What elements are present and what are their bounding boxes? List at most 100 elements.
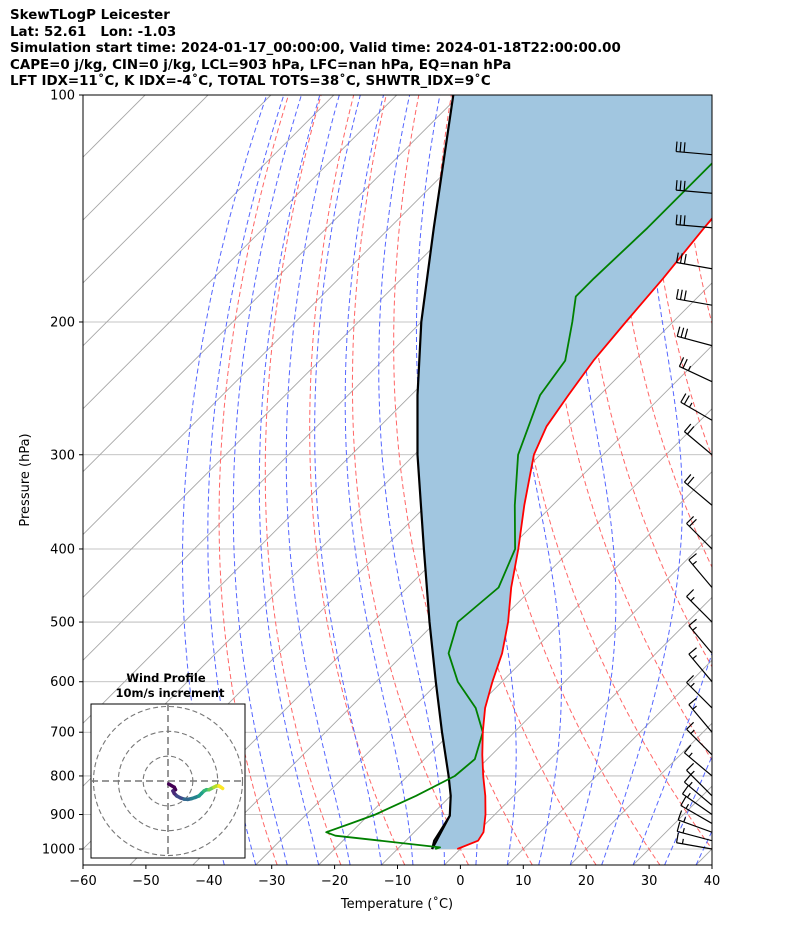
wind-barb [678, 357, 712, 383]
wind-barb-flag [676, 326, 681, 337]
x-tick-label: −10 [384, 874, 411, 889]
wind-barb-flag [675, 832, 679, 843]
x-axis-label: Temperature (˚C) [340, 896, 453, 912]
isotherm-line [255, 408, 712, 865]
wind-barb-flag [679, 180, 682, 191]
wind-barb-staff [688, 625, 712, 654]
wind-barb-half-flag [690, 770, 695, 776]
isotherm-line [83, 95, 335, 347]
wind-barb-flag [683, 180, 686, 191]
x-tick-label: −30 [258, 874, 285, 889]
moist-adiabat-line [182, 95, 268, 865]
wind-barb-half-flag [681, 838, 684, 844]
dry-adiabat-line [745, 95, 794, 865]
wind-barb [675, 180, 712, 194]
wind-barb-flag [688, 518, 697, 527]
dry-adiabat-line [777, 95, 794, 865]
x-axis: −60 −50 −40 −30 −20 −10 0 10 20 30 40 [69, 865, 720, 889]
wind-barb-half-flag [692, 560, 697, 566]
wind-barb-flag [683, 774, 692, 783]
y-tick-label: 500 [50, 616, 75, 631]
y-tick-label: 700 [50, 726, 75, 741]
moist-adiabat-line [632, 651, 712, 865]
moist-adiabat-line [285, 95, 351, 865]
wind-barb-flag [688, 647, 697, 655]
wind-barb-flag [686, 721, 695, 730]
wind-barb-half-flag [692, 705, 697, 710]
wind-barb-flag [687, 476, 695, 486]
moist-adiabat-line [258, 95, 321, 865]
wind-barb-flag [683, 290, 687, 301]
wind-barb-staff [676, 261, 712, 270]
wind-barb [688, 553, 712, 588]
wind-barb [683, 744, 712, 777]
x-tick-label: 10 [515, 874, 532, 889]
hodograph-plot [91, 704, 245, 858]
wind-barb-staff [684, 481, 712, 506]
wind-barb-half-flag [690, 596, 695, 602]
chart-title: SkewTLogP Leicester [10, 8, 170, 23]
wind-barb-half-flag [692, 655, 697, 660]
wind-barb-staff [676, 298, 712, 306]
x-tick-label: −40 [195, 874, 222, 889]
wind-barb [675, 141, 712, 156]
isotherm-line [83, 95, 272, 284]
x-tick-label: −60 [69, 874, 96, 889]
x-tick-label: 40 [704, 874, 721, 889]
y-axis: 1000 900 800 700 600 500 400 300 200 100 [42, 89, 83, 858]
moist-adiabat-line [314, 95, 382, 865]
chart-header: SkewTLogP Leicester Lat: 52.61 Lon: -1.0… [10, 8, 621, 91]
hodograph-title: Wind Profile [126, 671, 206, 685]
wind-barb-half-flag [690, 729, 695, 735]
y-tick-label: 400 [50, 542, 75, 557]
time-line: Simulation start time: 2024-01-17_00:00:… [10, 41, 621, 56]
wind-barb-staff [686, 769, 712, 797]
wind-barb-flag [682, 358, 688, 369]
wind-barb-staff [688, 653, 712, 683]
wind-barb-staff [688, 704, 712, 733]
wind-barb-flag [683, 395, 690, 405]
dry-adiabat-line [646, 95, 712, 458]
wind-barb [682, 785, 712, 816]
wind-barb-staff [686, 728, 712, 756]
wind-barb [683, 774, 712, 806]
isotherm-line [83, 95, 460, 473]
wind-barb-flag [688, 553, 697, 561]
location-line: Lat: 52.61 Lon: -1.03 [10, 24, 177, 40]
wind-barb [688, 618, 712, 654]
wind-barb-flag [675, 214, 678, 225]
plot-area [83, 95, 794, 865]
parcel-lift-line [431, 815, 451, 850]
wind-barb [676, 326, 712, 347]
wind-barb [675, 288, 712, 306]
wind-barb-staff [684, 431, 712, 456]
y-tick-label: 300 [50, 448, 75, 463]
wind-barb [688, 647, 712, 683]
wind-barb-half-flag [682, 827, 685, 834]
wind-barb-flag [676, 821, 681, 832]
wind-barb [686, 589, 712, 623]
wind-barb [675, 214, 712, 229]
x-tick-label: −50 [132, 874, 159, 889]
dry-adiabat-line [711, 95, 712, 103]
wind-barb [677, 810, 712, 833]
wind-barb-staff [686, 596, 712, 623]
wind-barb-half-flag [683, 817, 687, 823]
hodograph-subtitle: 10m/s increment [116, 686, 225, 700]
moist-adiabat-line [344, 95, 414, 865]
x-tick-label: 0 [456, 874, 464, 889]
wind-barb-flag [675, 180, 678, 191]
wind-barb-staff [676, 842, 712, 850]
wind-barb-flag [675, 252, 679, 263]
wind-barb-staff [677, 335, 712, 347]
x-tick-label: 30 [641, 874, 658, 889]
wind-barb-flag [679, 253, 683, 264]
wind-barb-flag [688, 618, 697, 627]
wind-barb-half-flag [688, 402, 693, 408]
wind-barb [680, 393, 712, 421]
wind-barb-flag [680, 796, 687, 806]
wind-barb [686, 675, 712, 709]
wind-barb-flag [679, 141, 682, 152]
wind-barb-half-flag [688, 781, 693, 787]
dry-adiabat-line [218, 95, 289, 865]
